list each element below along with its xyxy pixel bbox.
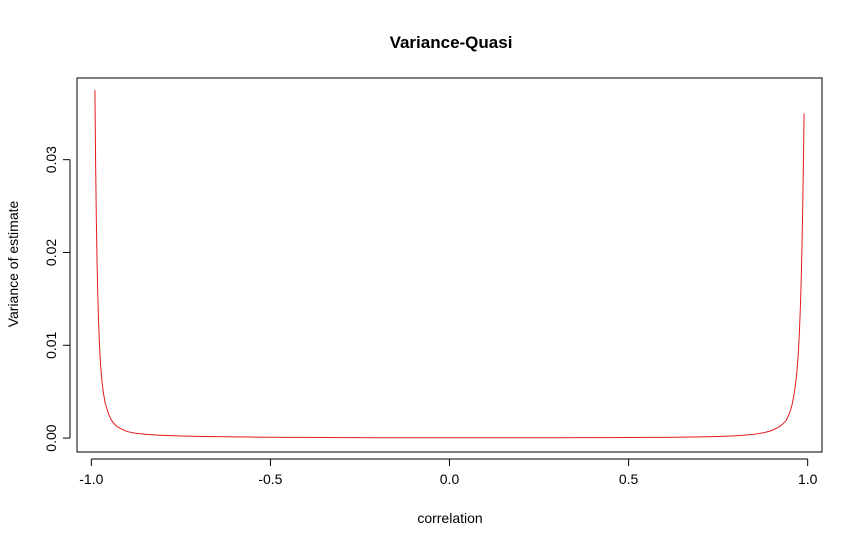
x-tick-label: -1.0 bbox=[79, 471, 103, 487]
y-tick-label: 0.02 bbox=[43, 239, 59, 266]
series-layer bbox=[94, 90, 805, 439]
x-tick-label: -0.5 bbox=[258, 471, 282, 487]
x-tick-label: 0.5 bbox=[619, 471, 639, 487]
x-tick-label: 0.0 bbox=[440, 471, 460, 487]
x-tick-label: 1.0 bbox=[798, 471, 818, 487]
x-axis-label: correlation bbox=[417, 510, 482, 526]
y-axis: 0.00 0.01 0.02 0.03 bbox=[43, 146, 71, 452]
y-tick-label: 0.03 bbox=[43, 146, 59, 173]
y-tick-label: 0.00 bbox=[43, 424, 59, 451]
x-axis: -1.0 -0.5 0.0 0.5 1.0 bbox=[79, 458, 818, 487]
plot-area-frame bbox=[76, 77, 823, 453]
series-line-0 bbox=[94, 90, 805, 439]
y-tick-label: 0.01 bbox=[43, 331, 59, 358]
y-axis-label: Variance of estimate bbox=[5, 201, 21, 328]
chart-title: Variance-Quasi bbox=[390, 33, 513, 52]
